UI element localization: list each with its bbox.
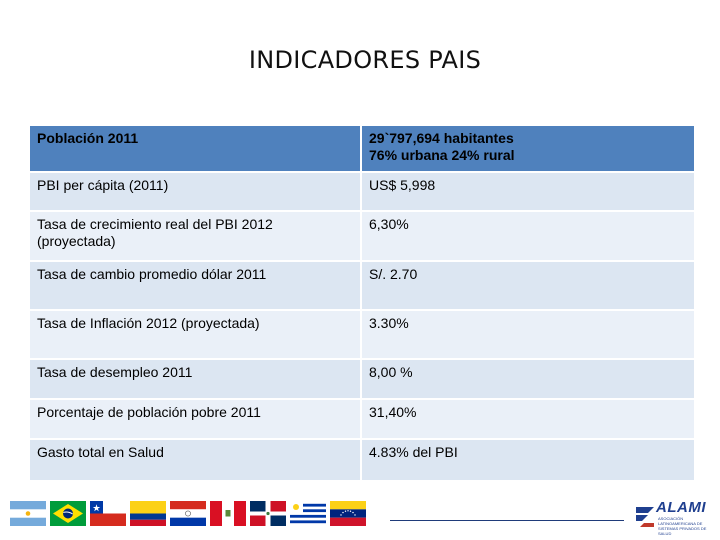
row-value: 4.83% del PBI xyxy=(361,439,694,482)
row-value: 6,30% xyxy=(361,211,694,262)
row-label: PBI per cápita (2011) xyxy=(30,172,362,212)
row-label: Tasa de cambio promedio dólar 2011 xyxy=(30,261,362,311)
colombia-flag xyxy=(130,501,166,526)
table-row: Tasa de Inflación 2012 (proyectada) 3.30… xyxy=(30,310,694,360)
row-value: 8,00 % xyxy=(361,359,694,400)
row-label: Tasa de desempleo 2011 xyxy=(30,359,362,400)
logo-subtitle: ASOCIACIÓN LATINOAMERICANA DE SISTEMAS P… xyxy=(658,516,707,536)
row-value: S/. 2.70 xyxy=(361,261,694,311)
row-label: Porcentaje de población pobre 2011 xyxy=(30,399,362,440)
brazil-flag xyxy=(50,501,86,526)
alami-logo: ALAMI ASOCIACIÓN LATINOAMERICANA DE SIST… xyxy=(634,499,714,536)
argentina-flag xyxy=(10,501,46,526)
row-value: 31,40% xyxy=(361,399,694,440)
table-header-row: Población 2011 29`797,694 habitantes 76%… xyxy=(30,126,694,173)
venezuela-flag xyxy=(330,501,366,526)
table-row: Tasa de crecimiento real del PBI 2012 (p… xyxy=(30,211,694,262)
row-value: 3.30% xyxy=(361,310,694,360)
header-label: Población 2011 xyxy=(30,126,362,173)
flags-strip xyxy=(10,501,366,527)
row-label: Tasa de Inflación 2012 (proyectada) xyxy=(30,310,362,360)
alami-logo-icon xyxy=(636,507,654,527)
footer-divider xyxy=(390,520,624,521)
paraguay-flag xyxy=(170,501,206,526)
header-value-line1: 29`797,694 habitantes xyxy=(369,130,514,146)
dominican-republic-flag xyxy=(250,501,286,526)
chile-flag xyxy=(90,501,126,526)
header-value-line2: 76% urbana 24% rural xyxy=(369,147,515,163)
peru-flag xyxy=(210,501,246,526)
indicators-table: Población 2011 29`797,694 habitantes 76%… xyxy=(30,126,694,482)
header-value: 29`797,694 habitantes 76% urbana 24% rur… xyxy=(361,126,694,173)
uruguay-flag xyxy=(290,501,326,526)
logo-wordmark: ALAMI xyxy=(656,499,706,516)
table-row: Porcentaje de población pobre 2011 31,40… xyxy=(30,399,694,440)
table-row: Gasto total en Salud 4.83% del PBI xyxy=(30,439,694,482)
table-row: Tasa de cambio promedio dólar 2011 S/. 2… xyxy=(30,261,694,311)
row-label: Tasa de crecimiento real del PBI 2012 (p… xyxy=(30,211,362,262)
row-value: US$ 5,998 xyxy=(361,172,694,212)
row-label: Gasto total en Salud xyxy=(30,439,362,482)
table-row: Tasa de desempleo 2011 8,00 % xyxy=(30,359,694,400)
page-title: INDICADORES PAIS xyxy=(248,46,482,74)
table-row: PBI per cápita (2011) US$ 5,998 xyxy=(30,172,694,212)
